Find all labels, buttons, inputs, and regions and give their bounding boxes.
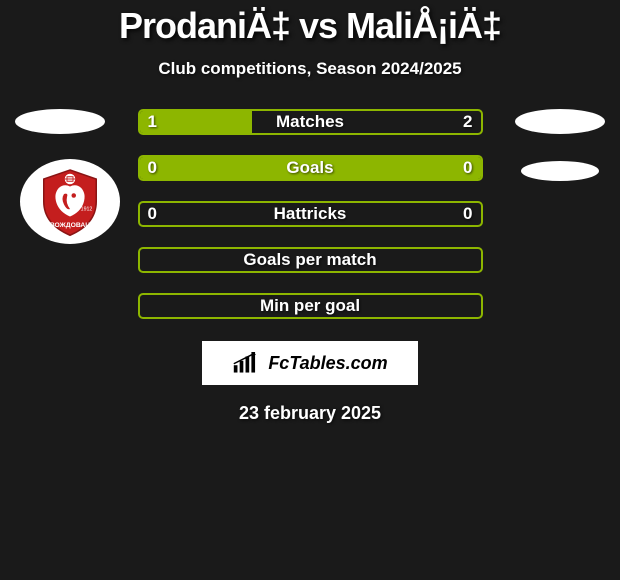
stat-label: Hattricks bbox=[274, 204, 347, 224]
stat-left-value: 0 bbox=[148, 204, 157, 224]
comparison-widget: ProdaniÄ‡ vs MaliÅ¡iÄ‡ Club competitions… bbox=[0, 0, 620, 424]
bar-chart-icon bbox=[232, 352, 262, 374]
svg-text:1912: 1912 bbox=[81, 207, 93, 213]
stat-label: Goals per match bbox=[243, 250, 376, 270]
stats-list: 1 Matches 2 0 Goals 0 0 Hattricks 0 Goal… bbox=[138, 109, 483, 319]
stat-left-value: 1 bbox=[148, 112, 157, 132]
svg-text:ВОЖДОВАЦ: ВОЖДОВАЦ bbox=[50, 222, 90, 229]
page-title: ProdaniÄ‡ vs MaliÅ¡iÄ‡ bbox=[0, 5, 620, 47]
site-name: FcTables.com bbox=[268, 353, 387, 374]
player-right-avatar-secondary bbox=[521, 161, 599, 181]
player-right-avatar bbox=[515, 109, 605, 134]
stat-left-value: 0 bbox=[148, 158, 157, 178]
stat-row-hattricks: 0 Hattricks 0 bbox=[138, 201, 483, 227]
subtitle: Club competitions, Season 2024/2025 bbox=[0, 59, 620, 79]
club-logo-left: ВОЖДОВАЦ 1912 bbox=[20, 159, 120, 244]
stat-label: Goals bbox=[286, 158, 333, 178]
stat-row-min-per-goal: Min per goal bbox=[138, 293, 483, 319]
main-section: ВОЖДОВАЦ 1912 1 Matches 2 0 Goals 0 0 Ha… bbox=[0, 109, 620, 424]
site-attribution[interactable]: FcTables.com bbox=[202, 341, 418, 385]
club-crest-icon: ВОЖДОВАЦ 1912 bbox=[30, 164, 110, 239]
stat-label: Matches bbox=[276, 112, 344, 132]
stat-right-value: 0 bbox=[463, 204, 472, 224]
stat-right-value: 2 bbox=[463, 112, 472, 132]
stat-row-matches: 1 Matches 2 bbox=[138, 109, 483, 135]
stat-right-value: 0 bbox=[463, 158, 472, 178]
stat-label: Min per goal bbox=[260, 296, 360, 316]
date-label: 23 february 2025 bbox=[0, 403, 620, 424]
stat-row-goals: 0 Goals 0 bbox=[138, 155, 483, 181]
stat-row-goals-per-match: Goals per match bbox=[138, 247, 483, 273]
player-left-avatar bbox=[15, 109, 105, 134]
